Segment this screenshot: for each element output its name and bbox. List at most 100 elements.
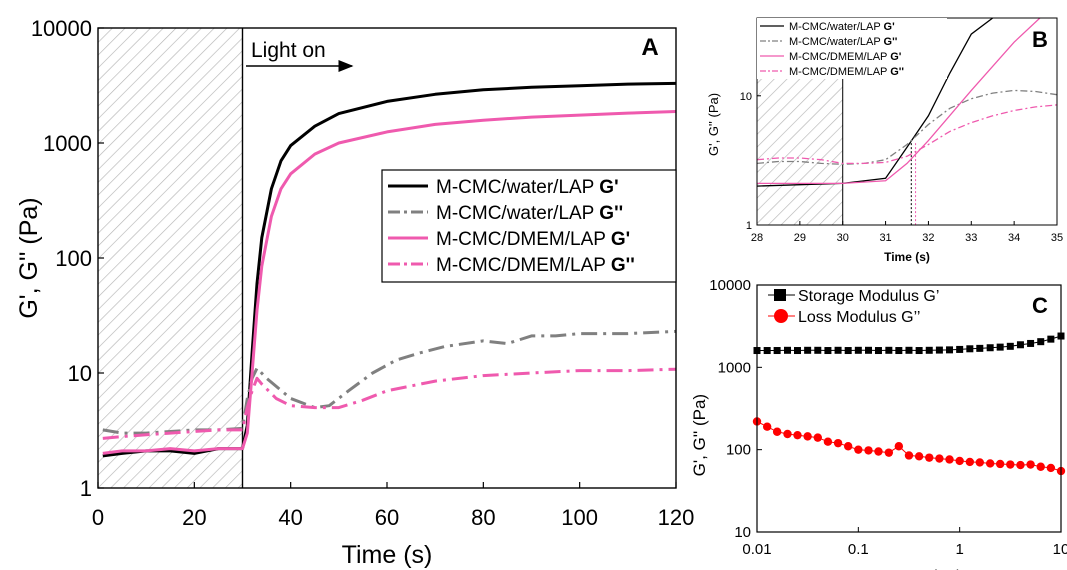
panel-c-y-tick-label-2: 1000 bbox=[718, 359, 751, 376]
panel-c-point-loss bbox=[773, 428, 781, 436]
legend-modulus: G' bbox=[884, 21, 896, 33]
panel-a-x-tick-label-2: 40 bbox=[278, 505, 302, 530]
panel-c-point-storage bbox=[804, 347, 811, 354]
panel-a-y-tick-label-2: 100 bbox=[55, 246, 92, 271]
panel-b-legend-label-1: M-CMC/water/LAP G'' bbox=[789, 36, 898, 48]
panel-c-point-loss bbox=[895, 442, 903, 450]
panel-c-point-loss bbox=[1006, 460, 1014, 468]
panel-a-x-tick-label-3: 60 bbox=[375, 505, 399, 530]
panel-c-point-storage bbox=[875, 347, 882, 354]
legend-modulus: G'' bbox=[884, 36, 898, 48]
panel-c-point-storage bbox=[946, 346, 953, 353]
panel-c-point-storage bbox=[865, 347, 872, 354]
panel-c-legend-label-1: Loss Modulus G’’ bbox=[798, 309, 920, 326]
panel-b-y-tick-label-1: 10 bbox=[740, 91, 752, 103]
panel-c-point-storage bbox=[845, 347, 852, 354]
panel-c-point-storage bbox=[936, 347, 943, 354]
panel-b-letter: B bbox=[1032, 27, 1048, 52]
legend-series-name: M-CMC/water/LAP bbox=[436, 203, 599, 224]
panel-c-point-loss bbox=[793, 431, 801, 439]
panel-a-legend-label-1: M-CMC/water/LAP G'' bbox=[436, 203, 623, 224]
panel-c-point-storage bbox=[764, 347, 771, 354]
panel-c-point-storage bbox=[895, 347, 902, 354]
panel-c-point-loss bbox=[976, 458, 984, 466]
panel-b-x-tick-label-0: 28 bbox=[751, 232, 763, 244]
panel-c-point-loss bbox=[955, 457, 963, 465]
panel-b-x-tick-label-4: 32 bbox=[922, 232, 934, 244]
panel-c-point-storage bbox=[956, 346, 963, 353]
panel-a-x-tick-label-0: 0 bbox=[92, 505, 104, 530]
legend-modulus: G' bbox=[599, 177, 618, 198]
panel-c-point-loss bbox=[1037, 463, 1045, 471]
panel-c-point-loss bbox=[925, 453, 933, 461]
panel-c-point-loss bbox=[905, 451, 913, 459]
panel-c-point-loss bbox=[763, 423, 771, 431]
panel-a-legend-label-0: M-CMC/water/LAP G' bbox=[436, 177, 619, 198]
panel-a-legend-label-3: M-CMC/DMEM/LAP G'' bbox=[436, 255, 635, 276]
panel-c-point-loss bbox=[885, 448, 893, 456]
panel-c-point-storage bbox=[1037, 338, 1044, 345]
panel-c-y-tick-label-1: 100 bbox=[726, 442, 751, 459]
panel-a-y-tick-label-3: 1000 bbox=[43, 131, 92, 156]
panel-c-point-storage bbox=[794, 347, 801, 354]
panel-c-letter: C bbox=[1032, 293, 1048, 318]
panel-a-x-tick-label-4: 80 bbox=[471, 505, 495, 530]
legend-modulus: G'' bbox=[599, 203, 623, 224]
panel-b-x-tick-label-6: 34 bbox=[1008, 232, 1020, 244]
panel-a-x-axis-label: Time (s) bbox=[342, 541, 433, 569]
panel-c-point-loss bbox=[1026, 460, 1034, 468]
panel-a-annotation-light-on: Light on bbox=[251, 39, 326, 62]
panel-c-point-storage bbox=[824, 347, 831, 354]
legend-series-name: M-CMC/DMEM/LAP bbox=[789, 51, 890, 63]
panel-c-x-tick-label-2: 1 bbox=[955, 541, 963, 558]
panel-c-point-storage bbox=[966, 345, 973, 352]
panel-c-legend-circle-marker bbox=[774, 309, 788, 323]
legend-modulus: G' bbox=[611, 229, 630, 250]
legend-series-name: M-CMC/water/LAP bbox=[436, 177, 599, 198]
panel-c-point-storage bbox=[885, 347, 892, 354]
legend-modulus: G' bbox=[890, 51, 902, 63]
panel-c-x-tick-label-0: 0.01 bbox=[742, 541, 771, 558]
panel-a-y-tick-label-0: 1 bbox=[80, 476, 92, 501]
panel-c-point-loss bbox=[935, 454, 943, 462]
panel-c-point-loss bbox=[803, 432, 811, 440]
panel-c-point-loss bbox=[854, 445, 862, 453]
panel-c-point-storage bbox=[976, 345, 983, 352]
panel-c-point-storage bbox=[1027, 340, 1034, 347]
legend-series-name: M-CMC/water/LAP bbox=[789, 21, 884, 33]
panel-c-point-loss bbox=[1047, 464, 1055, 472]
panel-c-point-loss bbox=[783, 430, 791, 438]
panel-b-hatched-region bbox=[757, 77, 843, 225]
panel-c-point-storage bbox=[835, 347, 842, 354]
panel-c-point-storage bbox=[1017, 341, 1024, 348]
panel-c-point-storage bbox=[774, 347, 781, 354]
panel-c-point-loss bbox=[824, 437, 832, 445]
panel-c-point-storage bbox=[1007, 343, 1014, 350]
panel-b-y-axis-label: G', G'' (Pa) bbox=[706, 93, 721, 156]
panel-c-series-line-1 bbox=[757, 422, 1061, 472]
legend-series-name: M-CMC/DMEM/LAP bbox=[436, 255, 611, 276]
panel-c-point-storage bbox=[1047, 336, 1054, 343]
panel-b-y-tick-label-0: 1 bbox=[746, 220, 752, 232]
panel-b-x-tick-label-2: 30 bbox=[837, 232, 849, 244]
panel-c-point-storage bbox=[784, 347, 791, 354]
panel-c-point-loss bbox=[814, 433, 822, 441]
panel-c-point-storage bbox=[987, 344, 994, 351]
legend-modulus: G'' bbox=[890, 66, 904, 78]
panel-c-point-loss bbox=[986, 459, 994, 467]
legend-series-name: M-CMC/water/LAP bbox=[789, 36, 884, 48]
panel-c-legend-square-marker bbox=[774, 289, 786, 301]
panel-c-point-loss bbox=[864, 446, 872, 454]
panel-c-point-storage bbox=[997, 344, 1004, 351]
panel-c-point-loss bbox=[966, 458, 974, 466]
panel-c-point-loss bbox=[996, 460, 1004, 468]
panel-c-point-loss bbox=[945, 455, 953, 463]
panel-b-x-tick-label-5: 33 bbox=[965, 232, 977, 244]
panel-c-x-tick-label-3: 10 bbox=[1053, 541, 1067, 558]
panel-a-y-axis-label: G', G'' (Pa) bbox=[15, 197, 43, 318]
panel-a-x-tick-label-6: 120 bbox=[658, 505, 695, 530]
panel-b-legend-label-3: M-CMC/DMEM/LAP G'' bbox=[789, 66, 904, 78]
panel-c-point-storage bbox=[855, 347, 862, 354]
panel-a-y-tick-label-4: 10000 bbox=[31, 16, 92, 41]
panel-c-point-loss bbox=[834, 439, 842, 447]
